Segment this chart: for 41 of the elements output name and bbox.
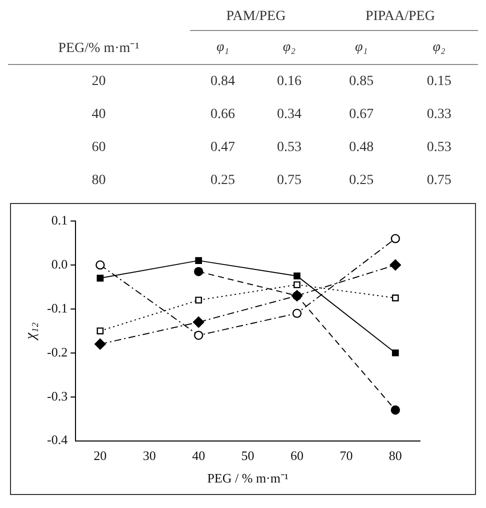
data-label: 0.75 bbox=[276, 172, 302, 190]
data-label: 0.53 bbox=[276, 138, 302, 156]
data-label: 0.53 bbox=[426, 138, 452, 156]
x-tick-label: φ₁ bbox=[190, 30, 256, 64]
data-label: 0.75 bbox=[426, 172, 452, 190]
data-label: 0.34 bbox=[276, 106, 302, 124]
y-tick-label: -0.2 bbox=[46, 344, 68, 360]
data-label: 0.85 bbox=[348, 72, 375, 90]
y-tick-label: -0.4 bbox=[46, 432, 68, 448]
y-tick-label: -0.1 bbox=[46, 300, 68, 316]
x-tick-label: 60 bbox=[290, 448, 304, 464]
text: PAM/PEG bbox=[190, 4, 322, 30]
data-label: 0.15 bbox=[426, 72, 452, 90]
x-tick-label: φ₂ bbox=[400, 30, 478, 64]
data-label: 0.67 bbox=[348, 106, 375, 124]
y-tick-label: 0.1 bbox=[51, 212, 68, 228]
y-tick-label: 60 bbox=[90, 138, 107, 156]
data-label: 0.25 bbox=[348, 172, 375, 190]
x-tick-label: 40 bbox=[192, 448, 206, 464]
y-axis-title: χ₁₂ bbox=[22, 322, 39, 342]
x-tick-label: 80 bbox=[388, 448, 402, 464]
x-tick-label: 50 bbox=[241, 448, 254, 464]
data-label: 0.16 bbox=[276, 72, 302, 90]
y-axis-title: PEG/% m·m⁻¹ bbox=[8, 30, 190, 64]
data-label: 0.25 bbox=[210, 172, 236, 190]
y-tick-label: 40 bbox=[90, 106, 107, 124]
x-tick-label: φ₁ bbox=[322, 30, 400, 64]
y-tick-label: -0.3 bbox=[46, 388, 68, 404]
x-tick-label: 30 bbox=[142, 448, 156, 464]
y-tick-label: 0.0 bbox=[51, 256, 68, 272]
data-label: 0.84 bbox=[210, 72, 236, 90]
x-tick-label: φ₂ bbox=[256, 30, 322, 64]
data-label: 0.33 bbox=[426, 106, 452, 124]
data-label: 0.48 bbox=[348, 138, 375, 156]
data-label: 0.47 bbox=[210, 138, 236, 156]
data-label: 0.66 bbox=[210, 106, 236, 124]
y-tick-label: 80 bbox=[90, 172, 107, 190]
y-tick-label: 20 bbox=[90, 72, 107, 90]
x-axis-title: PEG / % m·m⁻¹ bbox=[207, 470, 288, 486]
x-tick-label: 70 bbox=[340, 448, 353, 464]
text: PIPAA/PEG bbox=[322, 4, 478, 30]
